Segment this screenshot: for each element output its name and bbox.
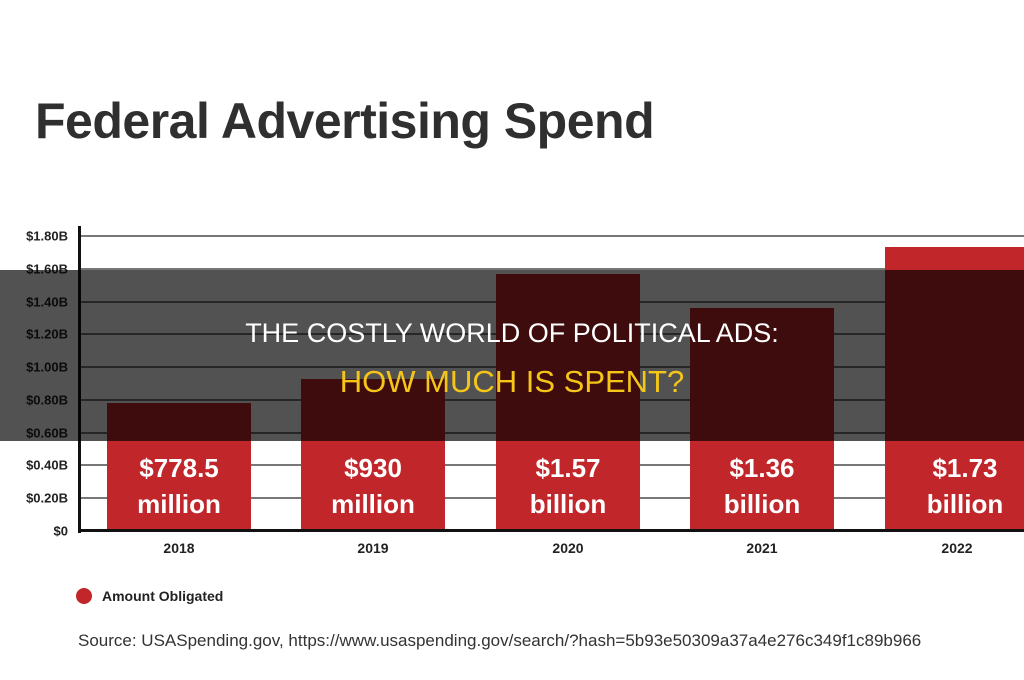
data-label: $930 million — [331, 452, 415, 519]
x-tick-label: 2021 — [746, 540, 778, 556]
y-tick-label: $1.80B — [26, 228, 68, 244]
x-tick-label: 2019 — [357, 540, 389, 556]
legend-label: Amount Obligated — [102, 588, 224, 604]
data-label: $1.57 billion — [529, 452, 607, 519]
data-label: $1.73 billion — [926, 452, 1004, 519]
x-tick-label: 2020 — [552, 540, 584, 556]
x-tick-label: 2018 — [163, 540, 195, 556]
y-tick-label: $0 — [53, 523, 68, 539]
title-banner — [0, 270, 1024, 441]
banner-subtitle: HOW MUCH IS SPENT? — [339, 364, 685, 399]
legend-swatch — [76, 588, 92, 604]
chart-title: Federal Advertising Spend — [35, 93, 655, 149]
source-note: Source: USASpending.gov, https://www.usa… — [78, 631, 922, 650]
gridline — [80, 267, 1024, 270]
x-tick-label: 2022 — [941, 540, 973, 556]
y-tick-label: $0.20B — [26, 490, 68, 506]
legend: Amount Obligated — [76, 588, 223, 604]
data-label: $1.36 billion — [723, 452, 801, 519]
y-tick-label: $0.40B — [26, 457, 68, 473]
x-axis — [78, 529, 1024, 532]
gridline — [80, 235, 1024, 237]
banner-title: THE COSTLY WORLD OF POLITICAL ADS: — [245, 318, 779, 348]
data-label: $778.5 million — [137, 452, 221, 519]
